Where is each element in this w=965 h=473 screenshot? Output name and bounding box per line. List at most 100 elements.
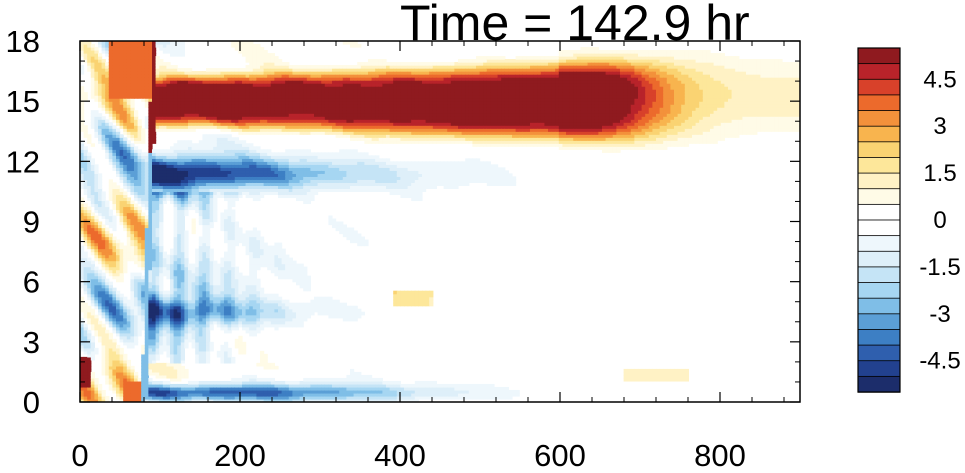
heatmap-cell bbox=[123, 297, 127, 301]
heatmap-cell bbox=[91, 261, 95, 265]
heatmap-cell bbox=[224, 252, 228, 256]
heatmap-cell bbox=[156, 363, 160, 367]
heatmap-cell bbox=[152, 381, 156, 385]
heatmap-cell bbox=[246, 276, 250, 280]
heatmap-cell bbox=[224, 209, 228, 213]
heatmap-cell bbox=[112, 339, 116, 343]
heatmap-cell bbox=[210, 249, 214, 253]
heatmap-cell bbox=[235, 267, 239, 271]
heatmap-cell bbox=[159, 149, 163, 153]
heatmap-cell bbox=[145, 152, 149, 156]
heatmap-cell bbox=[163, 291, 167, 295]
heatmap-cell bbox=[235, 137, 239, 141]
heatmap-cell bbox=[242, 375, 246, 379]
heatmap-cell bbox=[91, 336, 95, 340]
heatmap-cell bbox=[264, 354, 268, 358]
heatmap-cell bbox=[195, 381, 199, 385]
heatmap-cell bbox=[94, 348, 98, 352]
heatmap-cell bbox=[206, 68, 210, 72]
heatmap-cell bbox=[242, 234, 246, 238]
heatmap-cell bbox=[231, 68, 235, 72]
heatmap-cell bbox=[202, 381, 206, 385]
heatmap-cell bbox=[256, 146, 260, 150]
heatmap-cell bbox=[220, 134, 224, 138]
heatmap-cell bbox=[264, 243, 268, 247]
heatmap-cell bbox=[98, 113, 102, 117]
heatmap-cell bbox=[260, 351, 264, 355]
heatmap-cell bbox=[177, 140, 181, 144]
heatmap-cell bbox=[163, 381, 167, 385]
heatmap-cell bbox=[256, 378, 260, 382]
heatmap-cell bbox=[202, 134, 206, 138]
heatmap-cell bbox=[120, 294, 124, 298]
heatmap-cell bbox=[112, 215, 116, 219]
heatmap-cell bbox=[174, 65, 178, 69]
heatmap-cell bbox=[188, 68, 192, 72]
heatmap-cell bbox=[130, 200, 134, 204]
heatmap-cell bbox=[134, 273, 138, 277]
heatmap-cell bbox=[109, 234, 113, 238]
heatmap-cell bbox=[91, 372, 95, 376]
heatmap-cell bbox=[166, 291, 170, 295]
heatmap-cell bbox=[181, 384, 185, 388]
heatmap-cell bbox=[253, 228, 257, 232]
heatmap-cell bbox=[138, 206, 142, 210]
heatmap-cell bbox=[217, 68, 221, 72]
heatmap-cell bbox=[217, 381, 221, 385]
heatmap-cell bbox=[256, 231, 260, 235]
heatmap-cell bbox=[120, 188, 124, 192]
heatmap-cell bbox=[112, 288, 116, 292]
heatmap-cell bbox=[98, 384, 102, 388]
heatmap-cell bbox=[264, 378, 268, 382]
heatmap-cell bbox=[109, 333, 113, 337]
heatmap-cell bbox=[264, 50, 268, 54]
heatmap-cell bbox=[127, 300, 131, 304]
heatmap-cell bbox=[249, 143, 253, 147]
heatmap-cell bbox=[91, 110, 95, 114]
heatmap-cell bbox=[130, 273, 134, 277]
heatmap-cell bbox=[188, 381, 192, 385]
heatmap-cell bbox=[267, 378, 271, 382]
heatmap-cell bbox=[159, 381, 163, 385]
heatmap-cell bbox=[141, 212, 145, 216]
heatmap-cell bbox=[102, 273, 106, 277]
heatmap-cell bbox=[231, 378, 235, 382]
heatmap-cell bbox=[238, 273, 242, 277]
heatmap-cell bbox=[195, 143, 199, 147]
heatmap-cell bbox=[184, 68, 188, 72]
heatmap-cell bbox=[109, 179, 113, 183]
heatmap-cell bbox=[138, 119, 142, 123]
heatmap-cell bbox=[213, 261, 217, 265]
heatmap-cell bbox=[267, 149, 271, 153]
heatmap-cell bbox=[238, 228, 242, 232]
heatmap-cell bbox=[163, 62, 167, 66]
heatmap-cell bbox=[246, 375, 250, 379]
heatmap-cell bbox=[166, 381, 170, 385]
heatmap-cell bbox=[127, 197, 131, 201]
heatmap-cell bbox=[253, 146, 257, 150]
heatmap-cell bbox=[87, 330, 91, 334]
heatmap-cell bbox=[170, 249, 174, 253]
heatmap-cell bbox=[206, 381, 210, 385]
heatmap-cell bbox=[94, 315, 98, 319]
heatmap-cell bbox=[224, 134, 228, 138]
heatmap-cell bbox=[242, 68, 246, 72]
heatmap-cell bbox=[159, 363, 163, 367]
heatmap-cell bbox=[199, 140, 203, 144]
heatmap-cell bbox=[102, 225, 106, 229]
heatmap-cell bbox=[267, 363, 271, 367]
heatmap-cell bbox=[105, 330, 109, 334]
heatmap-cell bbox=[84, 303, 88, 307]
heatmap-cell bbox=[156, 381, 160, 385]
heatmap-cell bbox=[246, 65, 250, 69]
heatmap-cell bbox=[199, 237, 203, 241]
heatmap-cell bbox=[256, 279, 260, 283]
heatmap-cell bbox=[166, 62, 170, 66]
heatmap-cell bbox=[105, 62, 109, 66]
heatmap-cell bbox=[220, 212, 224, 216]
heatmap-cell bbox=[116, 291, 120, 295]
heatmap-cell bbox=[145, 116, 149, 120]
heatmap-cell bbox=[156, 56, 160, 60]
heatmap-cell bbox=[112, 237, 116, 241]
heatmap-cell bbox=[260, 47, 264, 51]
